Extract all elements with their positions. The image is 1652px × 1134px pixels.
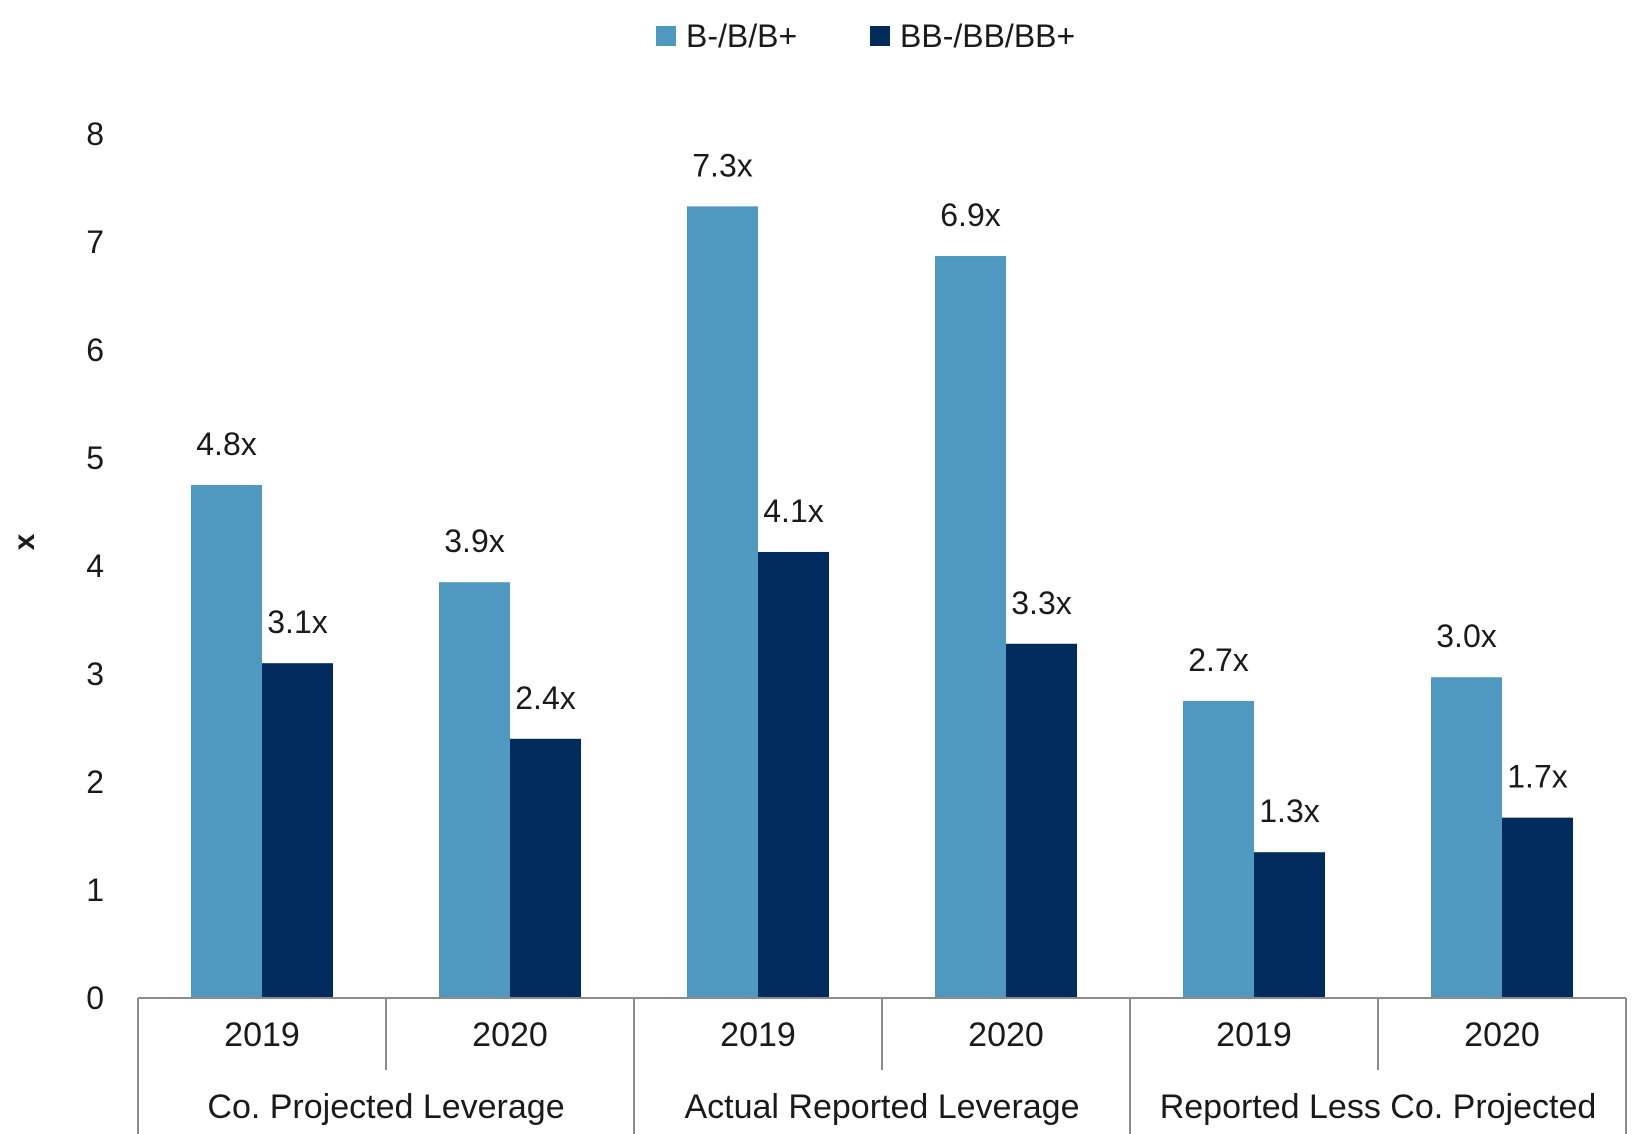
y-tick-label: 5 [86,440,104,476]
y-tick-label: 7 [86,224,104,260]
data-label: 3.3x [1011,585,1071,621]
x-tick-label: 2019 [720,1016,796,1054]
bar-bb-3 [1006,643,1077,998]
data-label: 1.7x [1507,759,1567,795]
x-axis: Co. Projected Leverage Actual Reported Le… [137,997,1627,1134]
data-label: 2.4x [515,680,575,716]
data-label: 7.3x [692,147,752,183]
x-tick-label: 2019 [224,1016,300,1054]
legend-swatch [870,26,890,46]
x-tick-label: 2020 [968,1016,1044,1054]
legend-label: BB-/BB/BB+ [900,18,1075,54]
x-axis-group-label: Co. Projected Leverage [207,1088,564,1126]
data-label: 3.1x [267,604,327,640]
y-tick-label: 0 [86,980,104,1016]
bar-bb-2 [758,551,829,998]
y-tick-label: 4 [86,548,104,584]
data-label: 3.9x [444,523,504,559]
x-axis-group-label: Actual Reported Leverage [684,1088,1079,1126]
x-tick-label: 2020 [472,1016,548,1054]
x-tick-label: 2020 [1464,1016,1540,1054]
y-axis-ticks: 0 1 2 3 4 5 6 7 8 [86,116,104,1016]
data-label: 3.0x [1436,618,1496,654]
data-label: 6.9x [940,197,1000,233]
x-axis-group-label: Reported Less Co. Projected [1160,1088,1597,1126]
bar-b-5 [1431,677,1502,998]
bar-bb-1 [510,738,581,998]
bar-bb-4 [1254,852,1325,998]
legend-label: B-/B/B+ [686,18,797,54]
x-tick-label: 2019 [1216,1016,1292,1054]
data-labels: 4.8x 3.9x 7.3x 6.9x 2.7x 3.0x 3.1x 2.4x 4.1x 3.3x… [196,147,1567,829]
data-label: 4.8x [196,426,256,462]
bar-bb-5 [1502,817,1573,998]
y-axis-label: x [8,533,41,550]
bar-b-4 [1183,701,1254,998]
y-tick-label: 2 [86,764,104,800]
legend-swatch [656,26,676,46]
bar-bb-0 [262,663,333,998]
legend: B-/B/B+ BB-/BB/BB+ [656,18,1075,54]
y-tick-label: 8 [86,116,104,152]
data-label: 2.7x [1188,642,1248,678]
data-label: 1.3x [1259,793,1319,829]
y-tick-label: 1 [86,872,104,908]
bar-b-1 [439,582,510,998]
bar-b-2 [687,206,758,999]
data-label: 4.1x [763,493,823,529]
y-tick-label: 3 [86,656,104,692]
bars [191,206,1573,999]
bar-b-0 [191,485,262,998]
bar-b-3 [935,256,1006,998]
y-tick-label: 6 [86,332,104,368]
